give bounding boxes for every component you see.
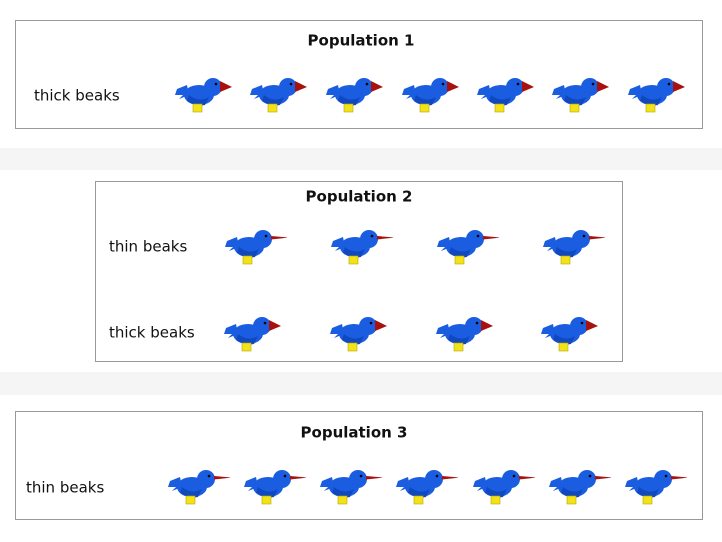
row-label: thin beaks	[26, 479, 104, 497]
panel-title: Population 2	[306, 188, 413, 206]
panel-box	[15, 411, 703, 520]
panel-title: Population 1	[308, 32, 415, 50]
row-label: thick beaks	[109, 324, 195, 342]
panel-box	[15, 20, 703, 129]
row-label: thick beaks	[34, 87, 120, 105]
panel-title: Population 3	[301, 424, 408, 442]
row-label: thin beaks	[109, 238, 187, 256]
